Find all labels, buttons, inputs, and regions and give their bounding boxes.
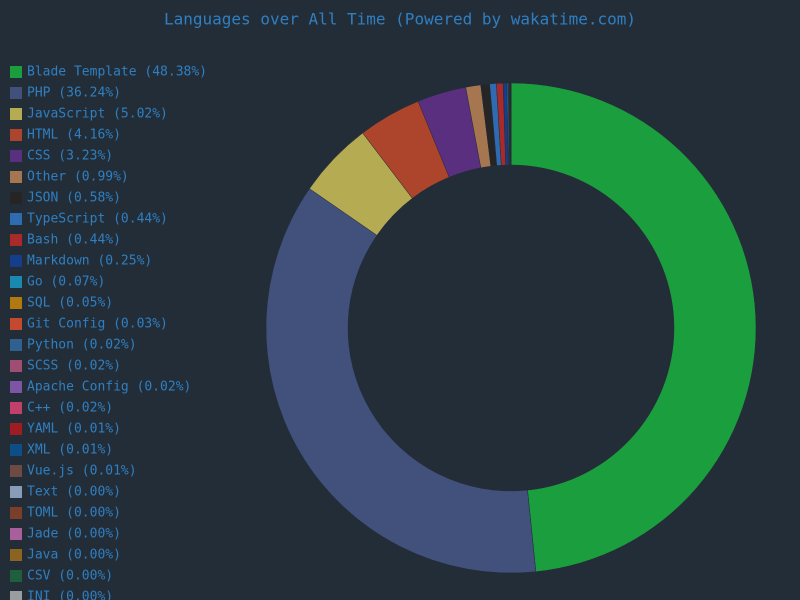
legend-label: C++ (0.02%) — [27, 401, 113, 416]
legend-label: SCSS (0.02%) — [27, 359, 121, 374]
legend-swatch — [10, 549, 22, 561]
legend-swatch — [10, 87, 22, 99]
legend-label: HTML (4.16%) — [27, 128, 121, 143]
legend-label: TypeScript (0.44%) — [27, 212, 168, 227]
legend-label: INI (0.00%) — [27, 590, 113, 600]
legend-swatch — [10, 297, 22, 309]
legend-label: XML (0.01%) — [27, 443, 113, 458]
legend-swatch — [10, 402, 22, 414]
donut-slice — [265, 188, 537, 574]
legend-label: Apache Config (0.02%) — [27, 380, 191, 395]
legend-swatch — [10, 465, 22, 477]
legend-label: Java (0.00%) — [27, 548, 121, 563]
legend-label: CSV (0.00%) — [27, 569, 113, 584]
legend-label: Bash (0.44%) — [27, 233, 121, 248]
legend-label: Other (0.99%) — [27, 170, 129, 185]
legend-label: Python (0.02%) — [27, 338, 137, 353]
legend-swatch — [10, 276, 22, 288]
legend-label: Git Config (0.03%) — [27, 317, 168, 332]
legend-swatch — [10, 213, 22, 225]
legend-swatch — [10, 423, 22, 435]
legend-label: Go (0.07%) — [27, 275, 105, 290]
legend-label: YAML (0.01%) — [27, 422, 121, 437]
legend-swatch — [10, 507, 22, 519]
legend-swatch — [10, 192, 22, 204]
legend-swatch — [10, 150, 22, 162]
legend-swatch — [10, 360, 22, 372]
legend-label: SQL (0.05%) — [27, 296, 113, 311]
legend-swatch — [10, 171, 22, 183]
legend-label: Text (0.00%) — [27, 485, 121, 500]
legend-swatch — [10, 528, 22, 540]
legend-label: PHP (36.24%) — [27, 86, 121, 101]
legend-swatch — [10, 486, 22, 498]
legend-label: TOML (0.00%) — [27, 506, 121, 521]
chart-title: Languages over All Time (Powered by waka… — [164, 10, 636, 29]
legend-label: JSON (0.58%) — [27, 191, 121, 206]
legend-label: Blade Template (48.38%) — [27, 65, 207, 80]
legend-label: CSS (3.23%) — [27, 149, 113, 164]
legend-label: Jade (0.00%) — [27, 527, 121, 542]
legend-label: JavaScript (5.02%) — [27, 107, 168, 122]
legend-swatch — [10, 381, 22, 393]
legend-swatch — [10, 591, 22, 600]
legend-swatch — [10, 255, 22, 267]
legend-swatch — [10, 108, 22, 120]
legend-swatch — [10, 444, 22, 456]
legend-swatch — [10, 66, 22, 78]
legend-swatch — [10, 318, 22, 330]
legend-swatch — [10, 129, 22, 141]
legend-swatch — [10, 339, 22, 351]
legend-swatch — [10, 234, 22, 246]
legend-label: Markdown (0.25%) — [27, 254, 152, 269]
donut-slice — [510, 82, 757, 573]
legend-swatch — [10, 570, 22, 582]
legend-label: Vue.js (0.01%) — [27, 464, 137, 479]
